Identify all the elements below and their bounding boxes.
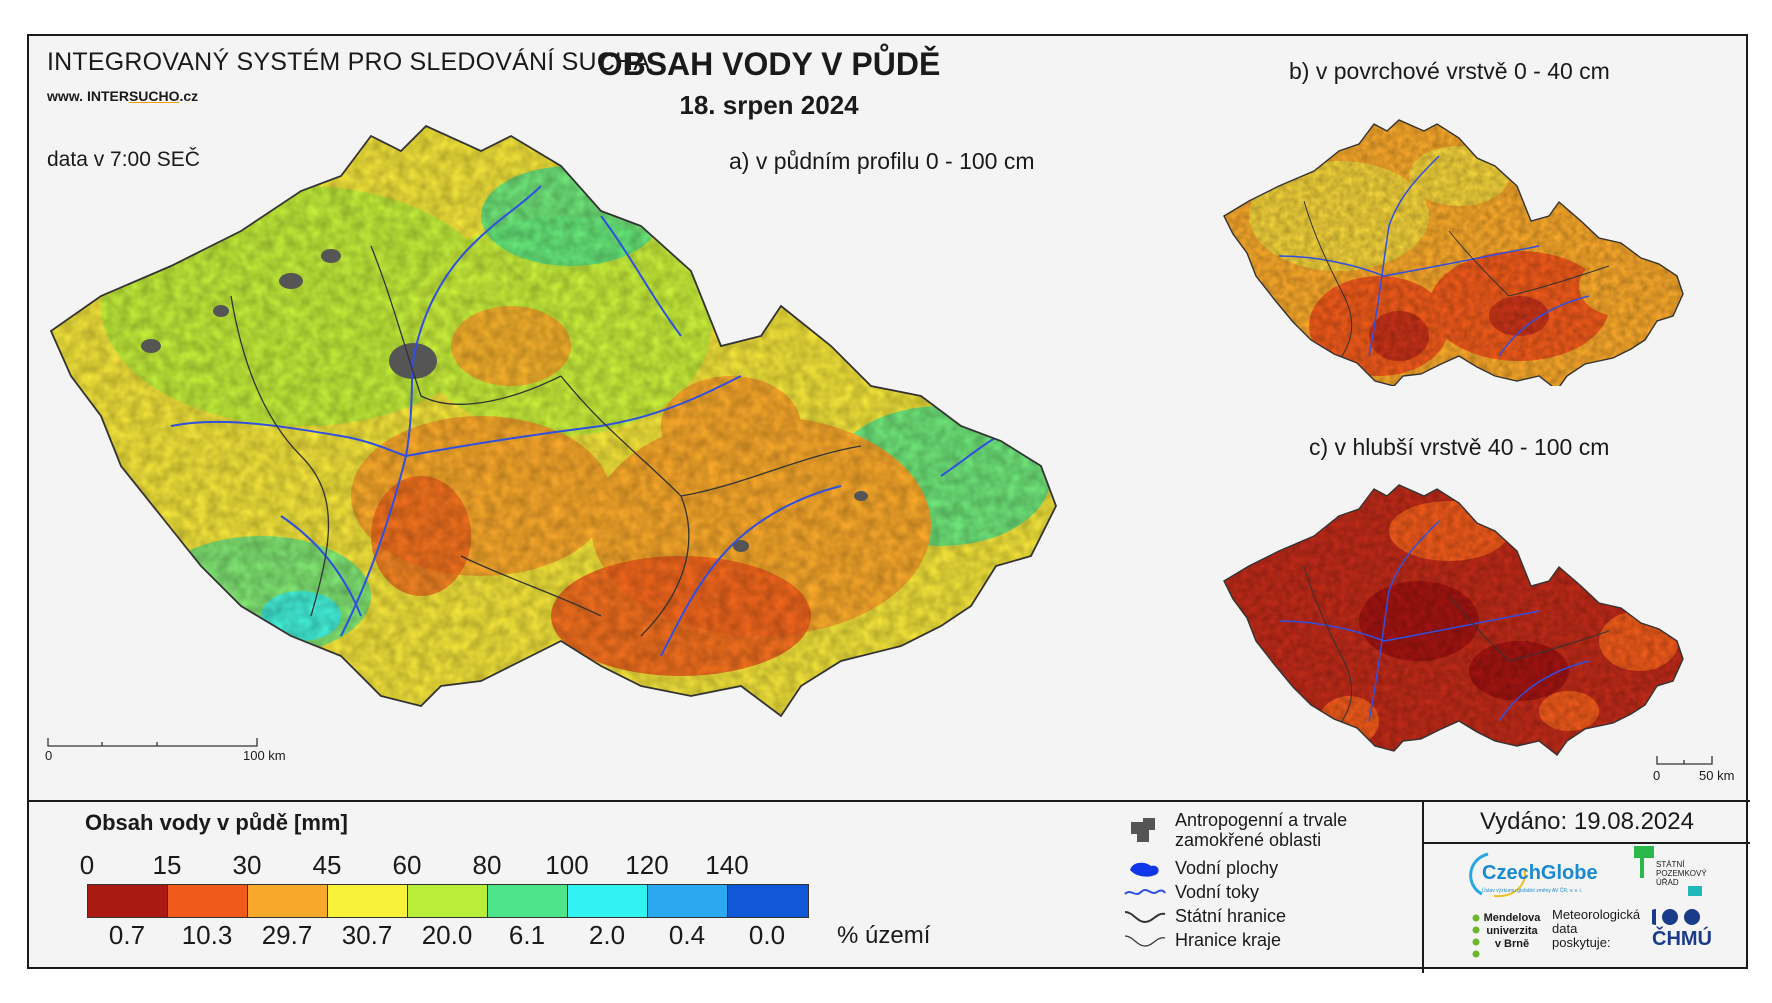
mendelu-logo[interactable]: Mendelova univerzita v Brně <box>1468 912 1540 967</box>
chmu-logo-graphic <box>1648 909 1700 925</box>
scale-main-start: 0 <box>45 748 53 763</box>
legend-swatch <box>328 885 408 917</box>
data-time: data v 7:00 SEČ <box>47 148 200 171</box>
state-border-a <box>49 124 1057 718</box>
www-inter: INTER <box>86 88 129 104</box>
legend-tick: 30 <box>232 850 262 880</box>
scale-main-end: 100 km <box>243 748 286 763</box>
website-link[interactable]: www. INTERSUCHO.cz <box>47 88 198 104</box>
spu-logo[interactable]: STÁTNÍ POZEMKOVÝ ÚŘAD <box>1634 846 1714 903</box>
mendelu-line-3: v Brně <box>1494 938 1530 950</box>
spu-text: STÁTNÍ POZEMKOVÝ ÚŘAD <box>1656 860 1707 887</box>
www-prefix: www. <box>47 88 84 104</box>
map-panel-c <box>1199 466 1719 766</box>
legend-tick: 0 <box>79 850 95 880</box>
mendelu-dots <box>1472 914 1480 958</box>
legend-swatch <box>408 885 488 917</box>
legend-swatch <box>568 885 648 917</box>
water-body-icon <box>1127 858 1163 885</box>
panel-a-label: a) v půdním profilu 0 - 100 cm <box>729 148 1035 174</box>
scale-bar-main-graphic <box>47 738 258 747</box>
legend-percentage: 20.0 <box>421 920 473 950</box>
legend-pct-unit: % území <box>837 922 931 949</box>
legend-percentage: 30.7 <box>341 920 393 950</box>
state-border-icon <box>1123 908 1167 931</box>
chmu-logo[interactable]: ČHMÚ <box>1648 906 1722 950</box>
legend-color-bar <box>87 884 809 918</box>
czechglobe-logo-graphic <box>1469 852 1526 898</box>
legend-tick: 45 <box>312 850 342 880</box>
meteo-line-1: Meteorologická <box>1552 907 1641 922</box>
legend-percentage: 6.1 <box>508 920 546 950</box>
czechglobe-text: CzechGlobe <box>1482 862 1598 884</box>
czechglobe-subtext: Ústav výzkumu globální změny AV ČR, v. v… <box>1482 888 1583 894</box>
scale-small-start: 0 <box>1653 768 1661 783</box>
legend-swatch <box>168 885 248 917</box>
issued-divider <box>1424 842 1750 844</box>
map-frame: INTEGROVANÝ SYSTÉM PRO SLEDOVÁNÍ SUCHA w… <box>27 34 1750 973</box>
legend-panel: Obsah vody v půdě [mm] 0 15 30 45 60 80 … <box>29 800 1750 973</box>
legend-tick: 15 <box>152 850 182 880</box>
scale-bar-small <box>1656 754 1716 772</box>
www-sucho: SUCHO <box>128 88 180 104</box>
system-title: INTEGROVANÝ SYSTÉM PRO SLEDOVÁNÍ SUCHA <box>47 48 651 76</box>
scale-bar-main <box>47 736 267 755</box>
mendelu-line-1: Mendelova <box>1483 912 1541 924</box>
legend-percentage: 0.0 <box>748 920 786 950</box>
rivers-a <box>170 185 1022 657</box>
main-title: OBSAH VODY V PŮDĚ <box>597 46 941 82</box>
legend-swatch <box>88 885 168 917</box>
legend-swatch <box>488 885 568 917</box>
panel-c-label: c) v hlubší vrstvě 40 - 100 cm <box>1309 434 1610 460</box>
mendelu-line-2: univerzita <box>1486 925 1538 937</box>
legend-swatch <box>728 885 808 917</box>
czech-map-c <box>1223 484 1684 757</box>
spu-logo-graphic <box>1634 846 1702 896</box>
legend-title: Obsah vody v půdě [mm] <box>85 810 348 835</box>
legend-percentage: 0.4 <box>668 920 706 950</box>
issued-panel: Vydáno: 19.08.2024 CzechGlobe Ústav výzk… <box>1422 802 1750 973</box>
region-borders-a <box>230 245 862 637</box>
czech-map-b <box>1223 119 1684 386</box>
mendelu-text: Mendelova univerzita v Brně <box>1482 912 1542 951</box>
meteo-line-3: poskytuje: <box>1552 935 1611 950</box>
legend-percentage: 10.3 <box>181 920 233 950</box>
issued-date: Vydáno: 19.08.2024 <box>1480 808 1694 835</box>
map-panel-a <box>41 96 1211 736</box>
legend-percentage: 2.0 <box>588 920 626 950</box>
legend-tick: 140 <box>705 850 749 880</box>
legend-swatch <box>648 885 728 917</box>
www-suffix: .cz <box>179 88 199 104</box>
state-border-label: Státní hranice <box>1175 906 1287 926</box>
river-label: Vodní toky <box>1175 882 1260 902</box>
urban-area-label: Antropogenní a trvale zamokřené oblasti <box>1175 810 1348 850</box>
scale-small-end: 50 km <box>1699 768 1735 783</box>
legend-swatch <box>248 885 328 917</box>
region-border-icon <box>1123 932 1167 955</box>
scale-bar-small-graphic <box>1656 756 1713 765</box>
legend-tick: 60 <box>392 850 422 880</box>
legend-tick: 80 <box>472 850 502 880</box>
legend-tick: 100 <box>545 850 589 880</box>
czech-map-a <box>49 124 1057 718</box>
czechglobe-logo[interactable]: CzechGlobe Ústav výzkumu globální změny … <box>1468 850 1608 905</box>
chmu-text: ČHMÚ <box>1652 928 1712 950</box>
legend-percentage: 29.7 <box>261 920 313 950</box>
main-date: 18. srpen 2024 <box>679 90 859 120</box>
map-panel-b <box>1199 96 1719 386</box>
meteo-data-text: Meteorologická data poskytuje: <box>1552 908 1640 950</box>
legend-percentage: 0.7 <box>108 920 146 950</box>
region-border-label: Hranice kraje <box>1175 930 1282 950</box>
panel-b-label: b) v povrchové vrstvě 0 - 40 cm <box>1289 58 1610 84</box>
urban-area-icon <box>1127 816 1159 849</box>
river-icon <box>1123 884 1167 905</box>
meteo-line-2: data <box>1552 921 1578 936</box>
legend-tick: 120 <box>625 850 669 880</box>
water-body-label: Vodní plochy <box>1175 858 1279 878</box>
